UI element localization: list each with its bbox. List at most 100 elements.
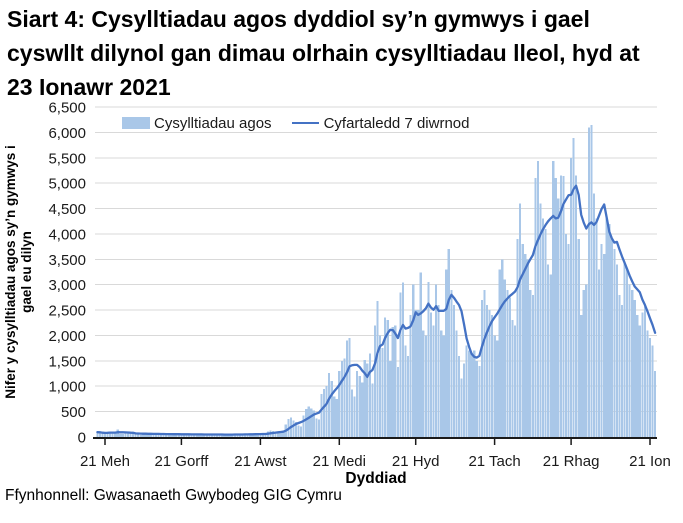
x-tick-label: 21 Meh — [80, 453, 130, 470]
bar — [605, 218, 608, 437]
bar — [496, 340, 499, 437]
legend: Cysylltiadau agos Cyfartaledd 7 diwrnod — [122, 109, 469, 137]
bar — [144, 433, 147, 437]
bar — [350, 389, 354, 437]
bar — [468, 350, 471, 437]
bar — [625, 269, 629, 437]
bar — [363, 359, 366, 437]
bar — [597, 269, 601, 437]
bar — [541, 218, 545, 437]
bar — [190, 434, 193, 437]
bar — [317, 419, 321, 437]
bar — [358, 376, 361, 437]
y-tick-label: 5,000 — [48, 176, 86, 193]
bar — [185, 434, 188, 437]
bar — [172, 434, 175, 437]
bar — [305, 409, 308, 437]
bar — [631, 289, 634, 437]
bar — [294, 421, 298, 437]
bar — [119, 433, 122, 437]
bar — [628, 284, 631, 437]
bar — [312, 410, 315, 437]
bar — [623, 261, 626, 437]
legend-line-label: Cyfartaledd 7 diwrnod — [323, 114, 470, 132]
bar — [328, 372, 331, 437]
bar — [554, 178, 557, 437]
bar — [503, 279, 506, 437]
bar — [524, 254, 527, 437]
bar — [638, 325, 641, 437]
bar — [519, 203, 522, 437]
bar — [615, 264, 618, 437]
bar — [264, 434, 267, 437]
legend-bar-swatch — [122, 117, 150, 129]
bar — [455, 330, 458, 437]
bar — [302, 415, 305, 437]
legend-bar-label: Cysylltiadau agos — [154, 114, 272, 132]
bar — [149, 433, 152, 437]
bar — [371, 383, 374, 437]
bar — [633, 299, 636, 437]
bar — [322, 388, 326, 437]
bar — [437, 305, 440, 437]
x-axis-title: Dyddiad — [345, 470, 406, 487]
bar — [368, 353, 371, 437]
bar — [238, 434, 242, 437]
bar — [508, 297, 512, 437]
bar — [401, 282, 405, 437]
y-tick-label: 5,500 — [48, 150, 86, 167]
bar — [462, 363, 466, 437]
bar — [384, 317, 387, 437]
bar — [409, 315, 412, 437]
bar — [162, 433, 165, 437]
bar — [348, 338, 351, 437]
bar — [165, 433, 168, 437]
bar — [366, 363, 369, 437]
bar — [613, 249, 616, 437]
bar — [343, 358, 346, 437]
bar — [580, 315, 583, 437]
bar — [340, 360, 343, 437]
bar — [221, 434, 224, 437]
bar — [404, 345, 407, 437]
bar — [587, 127, 590, 437]
bar — [412, 284, 415, 437]
bar — [325, 386, 328, 437]
chart-title-line-2: cyswllt dilynol gan dimau olrhain cysyll… — [7, 40, 640, 66]
bar — [98, 432, 102, 437]
bar — [205, 434, 208, 437]
bar — [356, 371, 359, 437]
bar — [381, 348, 384, 437]
bar — [567, 244, 570, 437]
bar — [592, 193, 596, 437]
avg-line — [96, 184, 657, 436]
bar — [559, 175, 562, 437]
bar — [277, 431, 280, 437]
bar — [114, 432, 117, 437]
bar — [582, 289, 585, 437]
y-tick-label: 3,000 — [48, 277, 86, 294]
bar — [170, 434, 173, 437]
y-tick-label: 2,000 — [48, 328, 86, 345]
bar — [470, 353, 473, 437]
bar — [394, 325, 397, 437]
y-tick-label: 3,500 — [48, 252, 86, 269]
y-tick-label: 1,000 — [48, 379, 86, 396]
x-tick-label: 21 Gorff — [154, 453, 209, 470]
bar — [261, 434, 264, 437]
y-tick-label: 500 — [61, 404, 86, 421]
bar — [610, 239, 613, 437]
bar — [493, 335, 496, 437]
bar — [320, 393, 323, 437]
x-tick-label: 21 Tach — [468, 453, 520, 470]
bar — [228, 435, 231, 437]
bar — [330, 381, 333, 437]
bar — [547, 264, 550, 437]
bar — [600, 244, 603, 437]
bar — [457, 355, 461, 437]
plot-svg: 21 Meh 21 Gorff 21 Awst 21 Medi 21 Hyd 21 Tac… — [3, 100, 671, 488]
bar — [399, 292, 402, 437]
bar — [187, 434, 191, 437]
bar — [447, 249, 450, 437]
bar — [575, 175, 578, 437]
